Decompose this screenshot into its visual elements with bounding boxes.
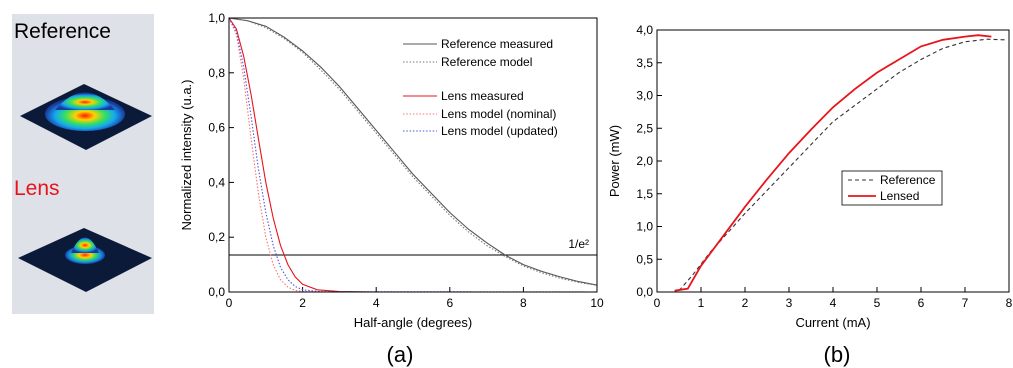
plot-frame bbox=[228, 17, 598, 293]
reference-beam-image bbox=[20, 84, 152, 150]
y-tick-label: 1,5 bbox=[636, 187, 653, 201]
lens-beam-image bbox=[18, 228, 152, 292]
plot-frame bbox=[656, 29, 1010, 293]
legend: Reference measured Reference model Lens me… bbox=[403, 37, 558, 138]
y-tick-label: 0,0 bbox=[208, 285, 225, 299]
x-tick-label: 8 bbox=[520, 296, 527, 310]
legend-box bbox=[841, 170, 943, 206]
x-tick-label: 7 bbox=[962, 296, 969, 310]
x-tick-label: 4 bbox=[830, 296, 837, 310]
y-tick-label: 2,0 bbox=[636, 154, 653, 168]
series-line-lens-measured bbox=[229, 18, 597, 292]
x-tick-label: 6 bbox=[446, 296, 453, 310]
x-tick-label: 1 bbox=[698, 296, 705, 310]
y-tick-label: 0,6 bbox=[208, 121, 225, 135]
x-tick-label: 8 bbox=[1006, 296, 1013, 310]
y-axis-title: Power (mW) bbox=[607, 125, 622, 197]
x-tick-label: 0 bbox=[654, 296, 661, 310]
y-tick-label: 3,0 bbox=[636, 89, 653, 103]
y-tick-label: 1,0 bbox=[636, 220, 653, 234]
reference-inset-label: Reference bbox=[14, 20, 111, 43]
lens-inset-label: Lens bbox=[14, 177, 60, 200]
x-axis-title: Half-angle (degrees) bbox=[354, 315, 473, 330]
panel-label-b: (b) bbox=[824, 342, 851, 367]
series-line-reference bbox=[678, 38, 1005, 292]
x-tick-label: 2 bbox=[299, 296, 306, 310]
legend-label: Reference measured bbox=[441, 37, 553, 51]
x-tick-label: 4 bbox=[373, 296, 380, 310]
y-tick-label: 0,4 bbox=[208, 175, 225, 189]
x-tick-label: 2 bbox=[742, 296, 749, 310]
series-line-lens-model-nominal- bbox=[229, 18, 597, 292]
x-axis-title: Current (mA) bbox=[795, 315, 870, 330]
legend: Reference Lensed bbox=[841, 170, 943, 206]
chart-b-power-vs-current: 0 1 2 3 4 5 6 7 8 0,0 0,5 1,0 1,5 2,0 2,5 3,0 3,5 4,0 Curr… bbox=[607, 23, 1013, 330]
beam-profile-inset: Reference Lens bbox=[12, 14, 154, 314]
x-tick-label: 3 bbox=[786, 296, 793, 310]
y-tick-label: 2,5 bbox=[636, 121, 653, 135]
series-line-lensed bbox=[674, 34, 992, 292]
y-tick-label: 0,2 bbox=[208, 230, 225, 244]
threshold-label: 1/e² bbox=[568, 237, 589, 251]
legend-label: Lensed bbox=[880, 189, 919, 203]
y-tick-label: 4,0 bbox=[636, 23, 653, 37]
y-tick-label: 1,0 bbox=[208, 11, 225, 25]
legend-label: Lens model (updated) bbox=[441, 124, 558, 138]
y-axis-title: Normalized intensity (u.a.) bbox=[179, 80, 194, 231]
y-tick-label: 0,8 bbox=[208, 66, 225, 80]
legend-label: Reference bbox=[880, 173, 936, 187]
series-line-lens-model-updated- bbox=[229, 18, 597, 292]
series-line-reference-model bbox=[229, 18, 597, 286]
x-tick-label: 6 bbox=[918, 296, 925, 310]
legend-label: Lens measured bbox=[441, 89, 524, 103]
y-tick-label: 3,5 bbox=[636, 56, 653, 70]
x-tick-label: 10 bbox=[590, 296, 604, 310]
chart-a-intensity-vs-angle: 0 2 4 6 8 10 0,0 0,2 0,4 0,6 0,8 1,0 Half-angle (deg… bbox=[179, 11, 604, 330]
legend-label: Lens model (nominal) bbox=[441, 107, 556, 121]
panel-label-a: (a) bbox=[387, 342, 414, 367]
y-tick-label: 0,5 bbox=[636, 252, 653, 266]
x-tick-label: 0 bbox=[226, 296, 233, 310]
series-line-reference-measured bbox=[229, 18, 597, 286]
y-tick-label: 0,0 bbox=[636, 285, 653, 299]
legend-label: Reference model bbox=[441, 55, 532, 69]
x-tick-label: 5 bbox=[874, 296, 881, 310]
